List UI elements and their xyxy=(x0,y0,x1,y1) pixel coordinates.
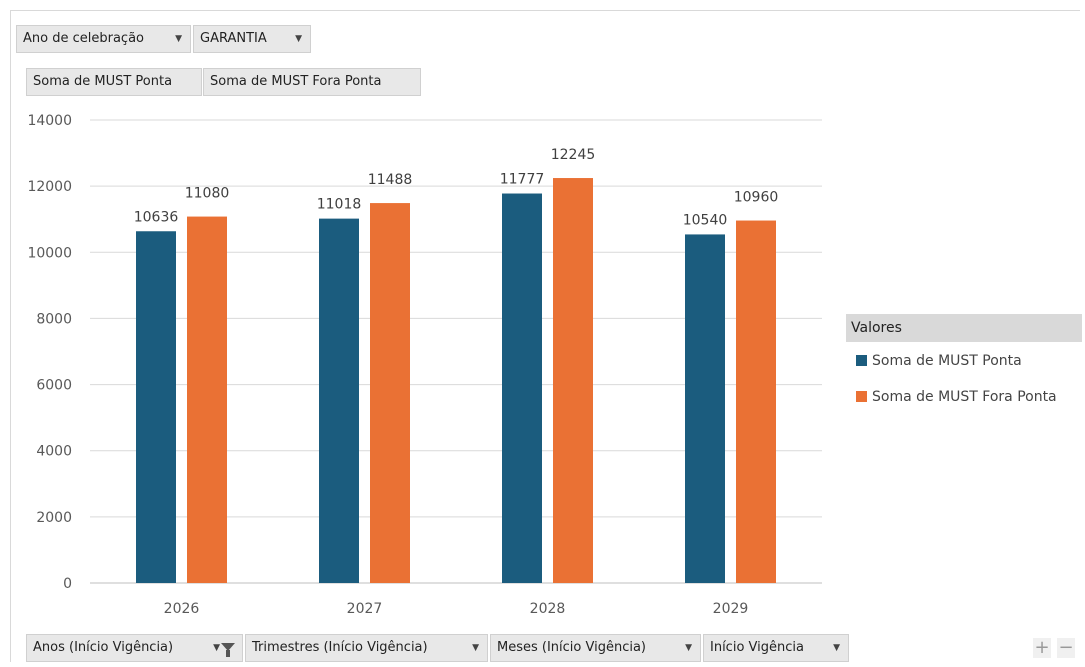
y-tick-label: 8000 xyxy=(36,311,72,327)
x-tick-label: 2027 xyxy=(347,601,383,617)
chart-frame xyxy=(10,10,1080,662)
filter-funnel-icon xyxy=(221,643,235,657)
filter-ano-celebracao-button[interactable]: Ano de celebração ▼ xyxy=(16,25,191,53)
filter-garantia-button[interactable]: GARANTIA ▼ xyxy=(193,25,311,53)
expand-plus-button[interactable]: + xyxy=(1033,637,1051,658)
data-label: 11488 xyxy=(368,172,413,188)
dropdown-arrow-icon: ▼ xyxy=(213,643,220,653)
bar-2028-must-ponta xyxy=(502,193,542,583)
x-tick-label: 2029 xyxy=(713,601,749,617)
axis-field-label: Meses (Início Vigência) xyxy=(497,640,646,655)
legend-title: Valores xyxy=(846,314,1082,342)
collapse-minus-button[interactable]: − xyxy=(1057,637,1075,658)
y-tick-label: 14000 xyxy=(27,113,72,129)
y-axis-ticks: 0 2000 4000 6000 8000 10000 12000 14000 xyxy=(27,113,72,592)
x-tick-label: 2028 xyxy=(530,601,566,617)
legend-swatch xyxy=(856,355,867,366)
bar-2029-must-fora-ponta xyxy=(736,220,776,583)
axis-field-label: Anos (Início Vigência) xyxy=(33,640,174,655)
data-labels: 10636 11080 11018 11488 11777 12245 10540 10960 xyxy=(134,147,779,228)
data-label: 12245 xyxy=(551,147,596,163)
value-field-must-fora-ponta-button[interactable]: Soma de MUST Fora Ponta xyxy=(203,68,421,96)
axis-field-anos-button[interactable]: Anos (Início Vigência) ▼ xyxy=(26,634,243,662)
value-field-label: Soma de MUST Ponta xyxy=(33,74,173,89)
data-label: 11018 xyxy=(317,197,362,213)
data-label: 10540 xyxy=(683,212,728,228)
x-tick-label: 2026 xyxy=(164,601,200,617)
bar-2029-must-ponta xyxy=(685,234,725,584)
data-label: 10636 xyxy=(134,209,179,225)
legend-label: Soma de MUST Ponta xyxy=(872,353,1022,369)
filter-label: Ano de celebração xyxy=(23,31,144,46)
y-tick-label: 12000 xyxy=(27,179,72,195)
dropdown-arrow-icon: ▼ xyxy=(175,34,182,44)
y-tick-label: 10000 xyxy=(27,245,72,261)
axis-field-meses-button[interactable]: Meses (Início Vigência) ▼ xyxy=(490,634,701,662)
axis-field-inicio-vigencia-button[interactable]: Início Vigência ▼ xyxy=(703,634,849,662)
data-label: 10960 xyxy=(734,190,779,206)
y-tick-label: 2000 xyxy=(36,510,72,526)
dropdown-arrow-icon: ▼ xyxy=(472,643,479,653)
data-label: 11080 xyxy=(185,186,230,202)
bars xyxy=(136,178,776,584)
legend-swatch xyxy=(856,391,867,402)
data-label: 11777 xyxy=(500,172,545,188)
value-field-label: Soma de MUST Fora Ponta xyxy=(210,74,382,89)
legend-label: Soma de MUST Fora Ponta xyxy=(872,389,1057,405)
y-tick-label: 4000 xyxy=(36,444,72,460)
bar-2027-must-fora-ponta xyxy=(370,203,410,583)
y-tick-label: 0 xyxy=(63,576,72,592)
bar-2026-must-fora-ponta xyxy=(187,216,227,583)
axis-field-label: Início Vigência xyxy=(710,640,804,655)
bar-2026-must-ponta xyxy=(136,231,176,583)
dropdown-arrow-icon: ▼ xyxy=(295,34,302,44)
dropdown-arrow-icon: ▼ xyxy=(685,643,692,653)
bar-2027-must-ponta xyxy=(319,218,359,583)
axis-field-label: Trimestres (Início Vigência) xyxy=(252,640,428,655)
bar-2028-must-fora-ponta xyxy=(553,178,593,584)
x-axis-ticks: 2026 2027 2028 2029 xyxy=(164,601,749,617)
dropdown-arrow-icon: ▼ xyxy=(833,643,840,653)
filter-label: GARANTIA xyxy=(200,31,267,46)
axis-field-trimestres-button[interactable]: Trimestres (Início Vigência) ▼ xyxy=(245,634,488,662)
value-field-must-ponta-button[interactable]: Soma de MUST Ponta xyxy=(26,68,202,96)
y-tick-label: 6000 xyxy=(36,378,72,394)
legend-item-must-fora-ponta: Soma de MUST Fora Ponta xyxy=(856,389,1057,405)
legend-item-must-ponta: Soma de MUST Ponta xyxy=(856,353,1022,369)
